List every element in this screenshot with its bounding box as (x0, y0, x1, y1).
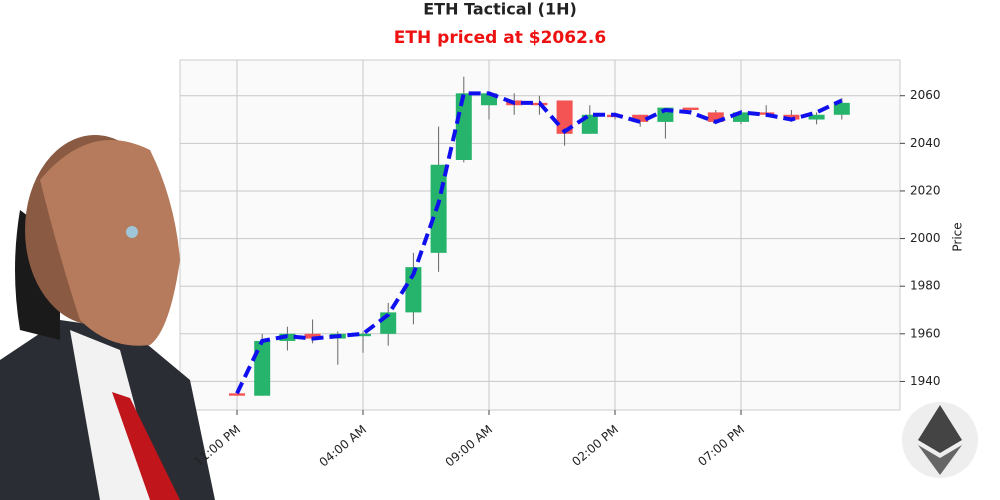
x-tick-label: 04:00 AM (317, 422, 370, 469)
candle-body (808, 114, 825, 120)
candle-body (707, 112, 724, 122)
y-tick-label: 2020 (910, 183, 941, 197)
candle-body (682, 107, 699, 110)
chart-title: ETH Tactical (1H) (423, 0, 577, 19)
y-axis-label: Price (951, 222, 965, 251)
plot-area (179, 59, 901, 411)
y-tick-label: 2040 (910, 136, 941, 150)
y-tick-label: 2060 (910, 88, 941, 102)
candle-body (229, 393, 245, 396)
candle-body (556, 100, 573, 134)
y-tick-label: 2000 (910, 231, 941, 245)
eth-logo (902, 402, 978, 478)
candle-body (783, 114, 800, 120)
candle-body (481, 93, 497, 106)
x-tick-label: 09:00 AM (443, 422, 496, 469)
y-tick-label: 1940 (910, 374, 941, 388)
candle-body (355, 333, 371, 337)
candle-body (455, 93, 472, 160)
trend-line (235, 91, 843, 395)
x-tick-label: 07:00 PM (695, 422, 747, 469)
candle-body (304, 333, 321, 339)
robot-illustration (0, 135, 215, 500)
y-tick-label: 1960 (910, 326, 941, 340)
chart-subtitle: ETH priced at $2062.6 (394, 28, 606, 48)
candle-body (405, 267, 422, 313)
candle-body (632, 114, 649, 122)
x-tick-label: 02:00 PM (569, 422, 621, 469)
candle-body (833, 102, 850, 115)
candle-body (733, 112, 749, 122)
candle-body (254, 340, 271, 396)
y-tick-label: 1980 (910, 279, 941, 293)
